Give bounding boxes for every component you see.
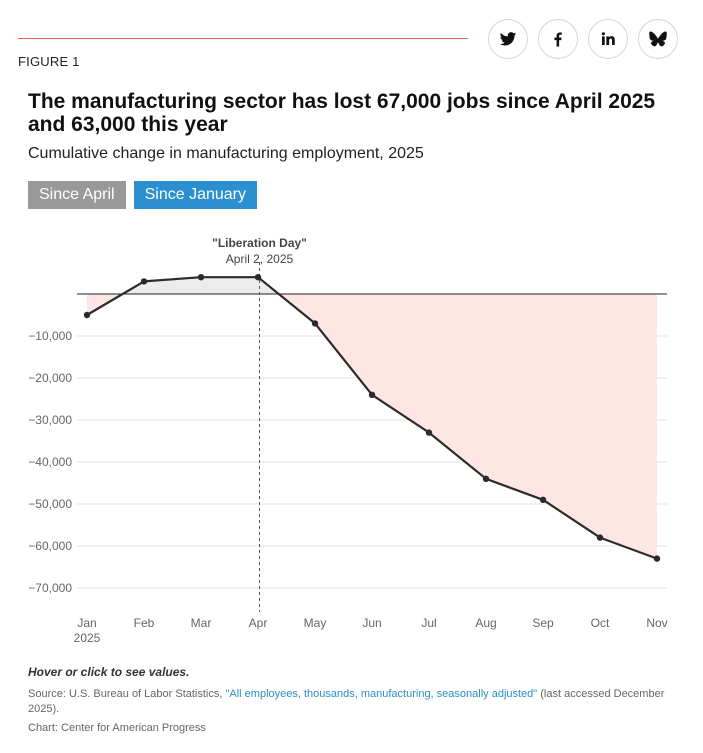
- twitter-icon: [499, 32, 517, 46]
- share-twitter-button[interactable]: [488, 19, 528, 59]
- x-tick-label: Apr: [249, 616, 268, 630]
- chart-subtitle: Cumulative change in manufacturing emplo…: [28, 145, 424, 162]
- x-tick-label: Jan: [77, 616, 96, 630]
- linkedin-icon: [601, 32, 615, 45]
- facebook-icon: [554, 32, 562, 47]
- x-tick-label: Nov: [646, 616, 667, 630]
- accent-rule: [18, 38, 468, 39]
- figure-label: FIGURE 1: [18, 54, 80, 69]
- data-point-jun[interactable]: [368, 391, 376, 398]
- y-tick-label: −60,000: [28, 539, 72, 553]
- x-tick-label: Jun: [362, 616, 381, 630]
- data-point-sep[interactable]: [539, 496, 547, 503]
- data-point-mar[interactable]: [197, 274, 205, 281]
- y-tick-label: −30,000: [28, 413, 72, 427]
- y-tick-label: −50,000: [28, 497, 72, 511]
- source-suffix: (last accessed December 2025).: [28, 688, 665, 715]
- data-point-jul[interactable]: [425, 429, 433, 436]
- chart-title: The manufacturing sector has lost 67,000…: [28, 90, 656, 136]
- x-tick-sublabel: 2025: [74, 631, 101, 645]
- toggle-since-january[interactable]: Since January: [133, 181, 257, 209]
- share-bluesky-button[interactable]: [638, 19, 678, 59]
- data-point-oct[interactable]: [596, 534, 604, 541]
- hover-note: Hover or click to see values.: [28, 665, 190, 679]
- data-point-jan[interactable]: [83, 311, 91, 319]
- x-tick-label: Jul: [421, 616, 436, 630]
- area-positive: [122, 277, 279, 294]
- source-text: Source: U.S. Bureau of Labor Statistics,…: [28, 687, 678, 717]
- view-toggle-group: Since April Since January: [28, 181, 257, 209]
- x-tick-label: Oct: [591, 616, 610, 630]
- data-point-nov[interactable]: [653, 555, 661, 562]
- source-link[interactable]: "All employees, thousands, manufacturing…: [225, 688, 538, 700]
- y-tick-label: −10,000: [28, 329, 72, 343]
- x-tick-label: Aug: [475, 616, 496, 630]
- share-facebook-button[interactable]: [538, 19, 578, 59]
- x-tick-label: Mar: [191, 616, 212, 630]
- data-point-apr[interactable]: [254, 274, 262, 281]
- share-linkedin-button[interactable]: [588, 19, 628, 59]
- toggle-since-april[interactable]: Since April: [28, 181, 126, 209]
- line-area-chart[interactable]: −10,000 −20,000 −30,000 −40,000 −50,000 −60,0…: [0, 225, 703, 655]
- data-point-feb[interactable]: [140, 278, 148, 285]
- share-bar: [488, 19, 678, 59]
- annotation-date: April 2, 2025: [226, 252, 294, 266]
- data-point-aug[interactable]: [482, 475, 490, 482]
- area-negative: [278, 294, 657, 559]
- x-tick-label: Feb: [134, 616, 155, 630]
- y-tick-label: −40,000: [28, 455, 72, 469]
- data-point-may[interactable]: [311, 320, 319, 327]
- chart-credit: Chart: Center for American Progress: [28, 722, 206, 734]
- annotation-title: "Liberation Day": [212, 236, 307, 250]
- bluesky-icon: [649, 31, 667, 47]
- x-tick-label: Sep: [532, 616, 554, 630]
- y-tick-label: −20,000: [28, 371, 72, 385]
- source-prefix: Source: U.S. Bureau of Labor Statistics,: [28, 688, 226, 700]
- x-tick-label: May: [304, 616, 327, 630]
- y-tick-label: −70,000: [28, 581, 72, 595]
